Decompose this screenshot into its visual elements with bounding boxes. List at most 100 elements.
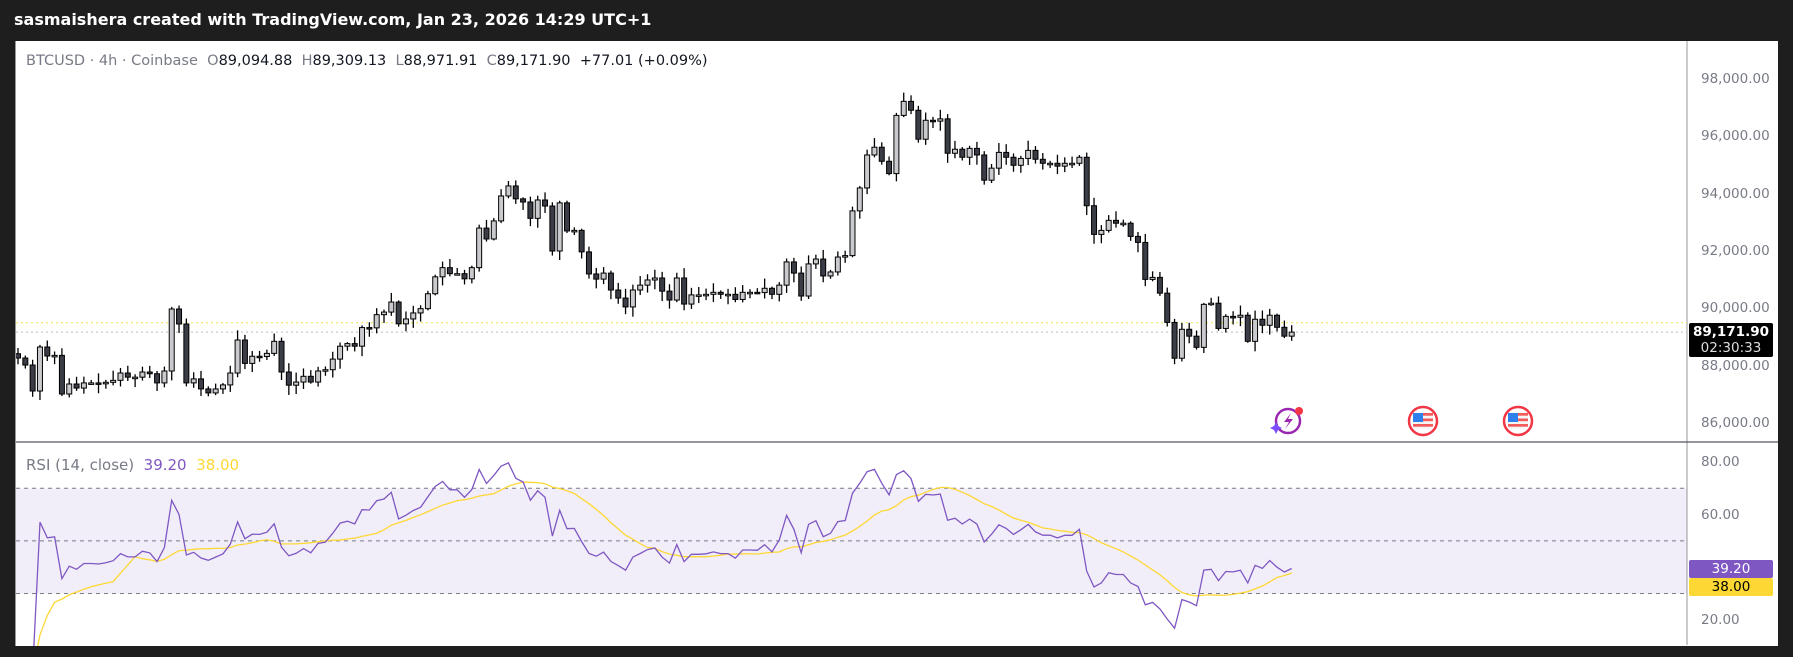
candle-bullish [36, 346, 43, 392]
bar-countdown: 02:30:33 [1700, 340, 1762, 356]
rsi-line [33, 462, 1292, 646]
candle-bullish [812, 258, 819, 265]
candle-bearish [754, 291, 761, 295]
sparkle-glyph [1270, 422, 1282, 434]
candle-bearish [1091, 205, 1098, 235]
candle-bearish [146, 371, 153, 375]
candle-bullish [168, 308, 175, 372]
candle-bearish [183, 323, 190, 384]
candle-bullish [805, 263, 812, 297]
candle-bullish [219, 384, 226, 390]
candle-bullish [110, 379, 117, 383]
candle-bearish [732, 293, 739, 300]
open-value: 89,094.88 [218, 53, 293, 69]
candle-bullish [556, 202, 563, 252]
candle-bearish [1274, 314, 1281, 328]
candle-bullish [644, 279, 651, 286]
candle-bearish [878, 146, 885, 162]
candle-bearish [1083, 156, 1090, 207]
rsi-ma-value: 38.00 [196, 456, 240, 474]
candle-bearish [1186, 328, 1193, 337]
candle-bearish [607, 272, 614, 291]
candle-bearish [176, 308, 183, 325]
chart-frame[interactable]: BTCUSD · 4h · Coinbase O89,094.88 H89,30… [15, 41, 1778, 646]
close-value: 89,171.90 [496, 53, 571, 69]
candle-bearish [29, 364, 36, 392]
candle-bearish [198, 378, 204, 390]
rsi-label[interactable]: RSI (14, close) [26, 456, 135, 474]
candle-bearish [73, 383, 80, 389]
candle-bullish [688, 294, 695, 305]
candle-bullish [1288, 331, 1295, 337]
candle-bearish [768, 287, 775, 295]
candle-bearish [578, 229, 585, 253]
candle-bearish [256, 355, 263, 359]
candle-bullish [1098, 229, 1105, 235]
candle-bullish [571, 229, 578, 233]
low-value: 88,971.91 [403, 53, 478, 69]
candle-bullish [893, 114, 900, 175]
candle-bullish [476, 227, 483, 269]
lightning-glyph [1284, 413, 1293, 429]
candle-bearish [1134, 235, 1141, 243]
candle-bullish [80, 382, 87, 389]
candle-bullish [1222, 315, 1229, 329]
price-tick: 98,000.00 [1701, 71, 1770, 87]
candle-bullish [1237, 314, 1244, 318]
change-value: +77.01 (+0.09%) [579, 53, 708, 69]
candle-bearish [278, 340, 285, 373]
candle-bullish [629, 289, 636, 308]
candle-bearish [1193, 335, 1200, 348]
candle-bearish [1281, 326, 1288, 337]
close-label: C [486, 53, 497, 69]
candle-bullish [212, 388, 219, 394]
low-label: L [395, 53, 404, 69]
candle-bearish [585, 251, 592, 275]
symbol-info[interactable]: BTCUSD · 4h · Coinbase [26, 53, 198, 69]
candle-bearish [615, 289, 622, 299]
candle-bullish [937, 118, 944, 122]
candle-bearish [981, 154, 988, 181]
candle-bullish [454, 273, 461, 276]
last-price: 89,171.90 [1692, 324, 1769, 340]
candle-bullish [725, 293, 732, 297]
candle-bullish [1120, 222, 1127, 226]
candle-bearish [1142, 241, 1149, 280]
candle-bullish [498, 195, 505, 222]
candle-bullish [344, 343, 351, 347]
candle-bullish [1025, 149, 1032, 159]
candle-bullish [117, 372, 124, 381]
candle-bullish [966, 147, 973, 158]
candle-bullish [161, 370, 168, 384]
candle-bullish [783, 261, 790, 286]
candle-bearish [1032, 149, 1039, 160]
candle-bullish [322, 369, 329, 372]
candle-bullish [534, 199, 541, 219]
candle-bearish [593, 273, 600, 280]
candle-bearish [542, 199, 549, 207]
candle-bearish [1003, 151, 1010, 158]
flag-canton [1508, 413, 1518, 422]
high-value: 89,309.13 [312, 53, 387, 69]
candle-bullish [417, 308, 424, 314]
candle-bullish [988, 167, 995, 181]
price-tick: 90,000.00 [1701, 300, 1770, 316]
candle-bullish [834, 256, 841, 273]
chart-canvas[interactable] [16, 41, 1778, 646]
candle-bearish [622, 297, 629, 308]
flag-stripe [1508, 424, 1528, 427]
candle-bullish [373, 314, 380, 329]
price-tick: 92,000.00 [1701, 243, 1770, 259]
candle-bearish [959, 148, 966, 158]
candle-bearish [717, 291, 724, 295]
candle-bullish [747, 291, 753, 295]
price-tick: 86,000.00 [1701, 415, 1770, 431]
notification-dot [1295, 407, 1303, 415]
candle-bearish [512, 185, 519, 200]
candle-bullish [139, 371, 146, 378]
rsi-ma-value-tag: 38.00 [1689, 578, 1773, 596]
price-legend: BTCUSD · 4h · Coinbase O89,094.88 H89,30… [26, 53, 708, 69]
candle-bullish [432, 276, 439, 295]
candle-bearish [446, 267, 453, 275]
candle-bullish [827, 271, 834, 277]
